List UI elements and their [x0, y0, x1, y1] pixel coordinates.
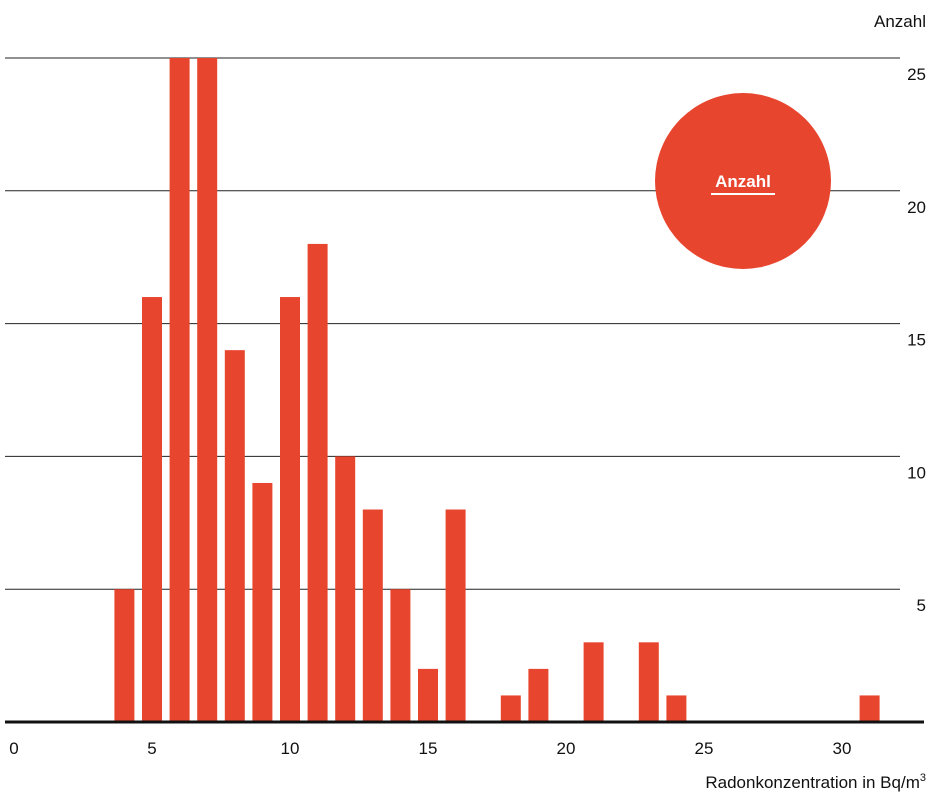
- bar: [335, 456, 356, 722]
- bar: [114, 589, 135, 722]
- legend-circle: [655, 93, 831, 269]
- bars: [114, 58, 880, 723]
- bar: [666, 695, 687, 722]
- bar: [280, 297, 300, 722]
- bar: [418, 668, 438, 722]
- x-tick-label: 20: [557, 739, 576, 758]
- y-tick-label: 15: [907, 331, 926, 350]
- y-tick-label: 20: [907, 198, 926, 217]
- x-tick-label: 5: [147, 739, 156, 758]
- x-axis-title: Radonkonzentration in Bq/m3: [705, 772, 926, 792]
- x-tick-label: 10: [281, 739, 300, 758]
- bar: [638, 642, 659, 722]
- y-tick-labels: 5 10 15 20 25: [907, 65, 926, 615]
- legend-label: Anzahl: [715, 172, 771, 191]
- bar: [197, 58, 218, 722]
- bar: [169, 58, 190, 722]
- bar: [142, 297, 162, 722]
- bar: [390, 589, 411, 722]
- y-tick-label: 25: [907, 65, 926, 84]
- bar: [362, 509, 383, 722]
- bar: [528, 668, 549, 722]
- y-axis-title: Anzahl: [874, 12, 926, 31]
- bar: [859, 695, 880, 722]
- x-axis-title-superscript: 3: [920, 772, 926, 784]
- bar: [224, 350, 245, 722]
- x-tick-label: 15: [419, 739, 438, 758]
- x-tick-label: 0: [9, 739, 18, 758]
- y-tick-label: 10: [907, 463, 926, 482]
- x-tick-label: 25: [695, 739, 714, 758]
- bar: [500, 695, 521, 722]
- y-tick-label: 5: [917, 596, 926, 615]
- x-tick-label: 30: [833, 739, 852, 758]
- bar: [307, 243, 328, 723]
- bar: [445, 509, 466, 722]
- legend-underline: [711, 193, 775, 195]
- bar: [583, 642, 604, 722]
- bar: [252, 482, 273, 722]
- x-tick-labels: 0 5 10 15 20 25 30: [9, 739, 851, 758]
- x-axis-title-main: Radonkonzentration in Bq/m: [705, 773, 920, 792]
- legend: Anzahl: [655, 93, 831, 269]
